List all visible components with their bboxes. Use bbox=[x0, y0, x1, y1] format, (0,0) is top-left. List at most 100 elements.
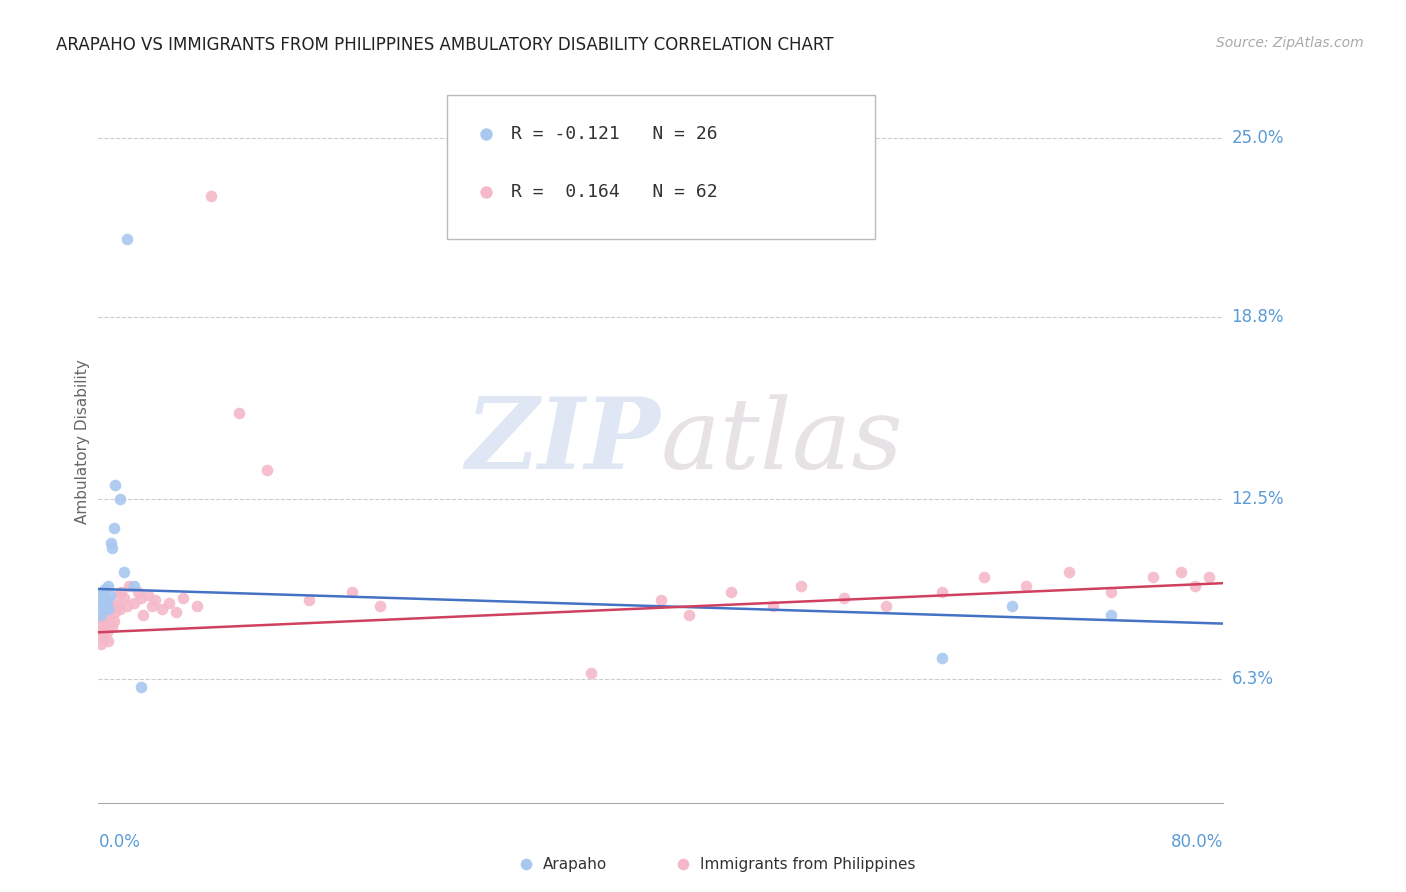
Text: 6.3%: 6.3% bbox=[1232, 670, 1274, 688]
Point bbox=[89, 616, 111, 631]
Point bbox=[89, 628, 111, 642]
Point bbox=[91, 593, 114, 607]
Text: ZIP: ZIP bbox=[465, 393, 661, 490]
Point bbox=[93, 584, 115, 599]
Point bbox=[931, 584, 953, 599]
Point bbox=[973, 570, 995, 584]
Point bbox=[115, 232, 138, 246]
Point bbox=[104, 605, 127, 619]
Point bbox=[96, 616, 118, 631]
Point bbox=[832, 591, 855, 605]
Point bbox=[91, 614, 114, 628]
Point bbox=[790, 579, 813, 593]
Point bbox=[1184, 579, 1206, 593]
Point bbox=[340, 584, 363, 599]
Text: 80.0%: 80.0% bbox=[1171, 833, 1223, 851]
Point bbox=[127, 584, 149, 599]
Point bbox=[108, 492, 131, 507]
Point bbox=[100, 535, 122, 549]
Point bbox=[115, 599, 138, 614]
Point bbox=[1001, 599, 1024, 614]
Point bbox=[94, 591, 117, 605]
Point bbox=[579, 665, 602, 680]
Point bbox=[132, 607, 155, 622]
Text: 18.8%: 18.8% bbox=[1232, 309, 1284, 326]
Point bbox=[931, 651, 953, 665]
Point bbox=[112, 591, 135, 605]
Point bbox=[1057, 565, 1080, 579]
Point bbox=[96, 599, 118, 614]
Point bbox=[165, 605, 187, 619]
Point bbox=[104, 478, 127, 492]
Point bbox=[1099, 607, 1122, 622]
Point bbox=[1198, 570, 1220, 584]
Point bbox=[90, 607, 112, 622]
Point bbox=[875, 599, 897, 614]
Point bbox=[93, 611, 115, 625]
Point bbox=[97, 607, 120, 622]
Point bbox=[1015, 579, 1038, 593]
Point bbox=[90, 588, 112, 602]
Point bbox=[650, 593, 672, 607]
Point bbox=[97, 634, 120, 648]
Point bbox=[91, 602, 114, 616]
Point bbox=[129, 591, 152, 605]
Point bbox=[96, 625, 118, 640]
Point bbox=[107, 588, 129, 602]
Point bbox=[90, 637, 112, 651]
Point bbox=[103, 614, 125, 628]
Point bbox=[678, 607, 700, 622]
Point bbox=[143, 593, 166, 607]
Point bbox=[98, 588, 121, 602]
Point bbox=[110, 584, 132, 599]
Point bbox=[256, 463, 278, 477]
Text: ARAPAHO VS IMMIGRANTS FROM PHILIPPINES AMBULATORY DISABILITY CORRELATION CHART: ARAPAHO VS IMMIGRANTS FROM PHILIPPINES A… bbox=[56, 36, 834, 54]
Text: Arapaho: Arapaho bbox=[543, 856, 607, 871]
Point bbox=[150, 602, 173, 616]
Point bbox=[720, 584, 742, 599]
Point bbox=[157, 596, 180, 610]
FancyBboxPatch shape bbox=[447, 95, 875, 239]
Point bbox=[186, 599, 208, 614]
Point bbox=[98, 602, 121, 616]
Point bbox=[101, 541, 124, 556]
Text: R = -0.121   N = 26: R = -0.121 N = 26 bbox=[512, 126, 718, 144]
Point bbox=[1170, 565, 1192, 579]
Point bbox=[1099, 584, 1122, 599]
Text: 0.0%: 0.0% bbox=[98, 833, 141, 851]
Point bbox=[136, 588, 159, 602]
Point bbox=[122, 579, 145, 593]
Point bbox=[101, 619, 124, 633]
Point bbox=[1142, 570, 1164, 584]
Point bbox=[108, 602, 131, 616]
Point bbox=[100, 596, 122, 610]
Point bbox=[94, 582, 117, 596]
Text: Source: ZipAtlas.com: Source: ZipAtlas.com bbox=[1216, 36, 1364, 50]
Point bbox=[200, 189, 222, 203]
Point bbox=[368, 599, 391, 614]
Point bbox=[172, 591, 194, 605]
Point bbox=[228, 406, 250, 420]
Point bbox=[96, 593, 118, 607]
Text: 25.0%: 25.0% bbox=[1232, 129, 1284, 147]
Point bbox=[94, 605, 117, 619]
Text: Immigrants from Philippines: Immigrants from Philippines bbox=[700, 856, 915, 871]
Point bbox=[298, 593, 321, 607]
Text: atlas: atlas bbox=[661, 394, 904, 489]
Point bbox=[762, 599, 785, 614]
Point bbox=[93, 596, 115, 610]
Point bbox=[118, 579, 141, 593]
Point bbox=[105, 599, 128, 614]
Point bbox=[97, 602, 120, 616]
Point bbox=[94, 623, 117, 637]
Text: 12.5%: 12.5% bbox=[1232, 491, 1284, 508]
Point bbox=[103, 521, 125, 535]
Point bbox=[89, 599, 111, 614]
Point bbox=[93, 631, 115, 645]
Point bbox=[141, 599, 163, 614]
Point bbox=[122, 596, 145, 610]
Point bbox=[129, 680, 152, 694]
Point bbox=[90, 623, 112, 637]
Point bbox=[112, 565, 135, 579]
Text: R =  0.164   N = 62: R = 0.164 N = 62 bbox=[512, 183, 718, 202]
